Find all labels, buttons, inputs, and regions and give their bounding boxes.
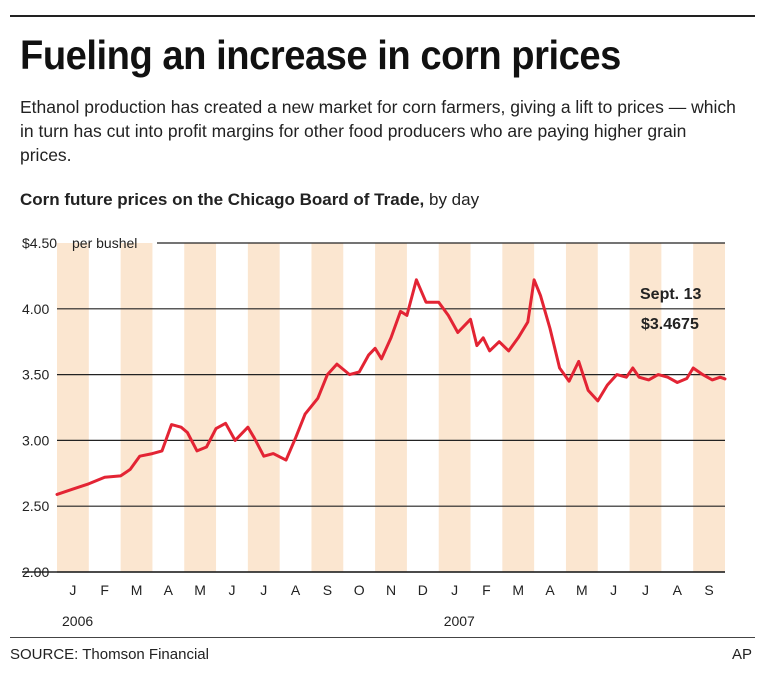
chart-heading: Corn future prices on the Chicago Board … xyxy=(20,190,479,210)
series-line xyxy=(55,278,727,496)
month-band xyxy=(693,243,725,572)
chart-heading-suffix: by day xyxy=(424,190,480,209)
x-month-label: F xyxy=(482,582,491,598)
y-tick-label: 2.50 xyxy=(22,498,49,514)
y-tick-label: 2.00 xyxy=(22,564,49,580)
x-year-label: 2006 xyxy=(62,613,93,629)
month-band xyxy=(502,243,535,572)
x-month-label: D xyxy=(418,582,428,598)
month-band xyxy=(247,243,280,572)
top-rule xyxy=(10,15,755,17)
chart-subtitle: Ethanol production has created a new mar… xyxy=(20,97,736,165)
x-month-label: J xyxy=(451,582,458,598)
x-month-label: J xyxy=(69,582,76,598)
month-band xyxy=(629,243,662,572)
credit-note: AP xyxy=(731,646,752,663)
x-month-label: N xyxy=(386,582,396,598)
x-month-label: J xyxy=(228,582,235,598)
x-month-label: M xyxy=(576,582,588,598)
y-unit-label: per bushel xyxy=(72,235,137,251)
month-band xyxy=(120,243,153,572)
annotation-layer: Sept. 13 $3.4675 xyxy=(640,286,701,333)
gridlines xyxy=(22,242,725,573)
y-tick-label: 3.00 xyxy=(22,432,49,448)
x-month-label: J xyxy=(610,582,617,598)
x-month-label: O xyxy=(354,582,365,598)
month-bands xyxy=(57,243,725,572)
month-band xyxy=(311,243,344,572)
x-month-label: M xyxy=(194,582,206,598)
x-year-label: 2007 xyxy=(444,613,475,629)
x-month-label: A xyxy=(673,582,683,598)
y-tick-labels: $4.50 per bushel 4.00 3.50 3.00 2.50 2.00 xyxy=(22,235,137,580)
annotation-value: $3.4675 xyxy=(641,316,699,333)
y-tick-label: 4.00 xyxy=(22,301,49,317)
x-month-label: M xyxy=(512,582,524,598)
x-year-labels: 2006 2007 xyxy=(62,613,475,629)
month-band xyxy=(438,243,471,572)
month-band xyxy=(375,243,407,572)
x-month-label: J xyxy=(260,582,267,598)
y-tick-label: $4.50 xyxy=(22,235,57,251)
y-tick-label: 3.50 xyxy=(22,367,49,383)
annotation-date: Sept. 13 xyxy=(640,286,701,303)
series-layer xyxy=(55,278,727,496)
month-band xyxy=(184,243,217,572)
month-band xyxy=(57,243,89,572)
chart-heading-main: Corn future prices on the Chicago Board … xyxy=(20,190,425,209)
x-month-label: M xyxy=(131,582,143,598)
x-month-label: F xyxy=(100,582,109,598)
x-month-label: S xyxy=(323,582,332,598)
source-note: SOURCE: Thomson Financial xyxy=(10,646,209,663)
x-month-label: A xyxy=(291,582,301,598)
x-month-label: J xyxy=(642,582,649,598)
chart-title: Fueling an increase in corn prices xyxy=(20,32,621,78)
bottom-rule xyxy=(10,637,755,638)
x-month-label: A xyxy=(545,582,555,598)
month-band xyxy=(565,243,598,572)
x-month-label: A xyxy=(164,582,174,598)
x-month-label: S xyxy=(704,582,713,598)
